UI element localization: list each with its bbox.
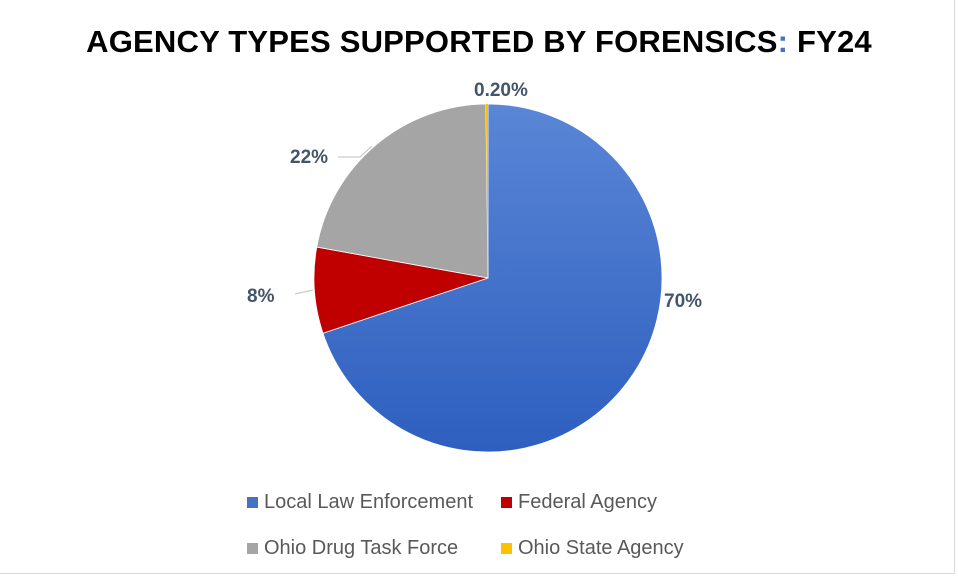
chart-title: AGENCY TYPES SUPPORTED BY FORENSICS: FY2… <box>0 24 958 60</box>
chart-title-year: FY24 <box>788 24 872 59</box>
data-label-ohio-state-agency: 0.20% <box>474 80 528 101</box>
legend-swatch-local-law-enforcement <box>247 497 258 508</box>
legend-item-federal-agency: Federal Agency <box>501 491 657 514</box>
pie-slice-local-law-enforcement <box>322 103 663 453</box>
legend-swatch-ohio-drug-task-force <box>247 543 258 554</box>
legend-label-ohio-drug-task-force: Ohio Drug Task Force <box>264 537 459 559</box>
data-label-ohio-drug-task-force: 22% <box>290 147 328 168</box>
legend-swatch-federal-agency <box>501 497 512 508</box>
leader-line-federal-agency <box>294 289 314 295</box>
legend-label-local-law-enforcement: Local Law Enforcement <box>264 491 474 513</box>
legend-item-local-law-enforcement: Local Law Enforcement <box>247 491 473 514</box>
data-label-local-law-enforcement: 70% <box>664 291 702 312</box>
legend-label-ohio-state-agency: Ohio State Agency <box>518 537 684 559</box>
legend-item-ohio-state-agency: Ohio State Agency <box>501 537 684 560</box>
chart-title-colon: : <box>777 24 789 59</box>
data-label-federal-agency: 8% <box>247 286 275 307</box>
chart-title-main: AGENCY TYPES SUPPORTED BY FORENSICS <box>86 24 778 59</box>
leader-line-ohio-drug-task-force <box>338 145 373 158</box>
pie-slice-ohio-state-agency <box>485 104 488 278</box>
pie-slice-ohio-drug-task-force <box>316 103 489 279</box>
legend-item-ohio-drug-task-force: Ohio Drug Task Force <box>247 537 458 560</box>
legend-swatch-ohio-state-agency <box>501 543 512 554</box>
legend-label-federal-agency: Federal Agency <box>518 491 657 513</box>
